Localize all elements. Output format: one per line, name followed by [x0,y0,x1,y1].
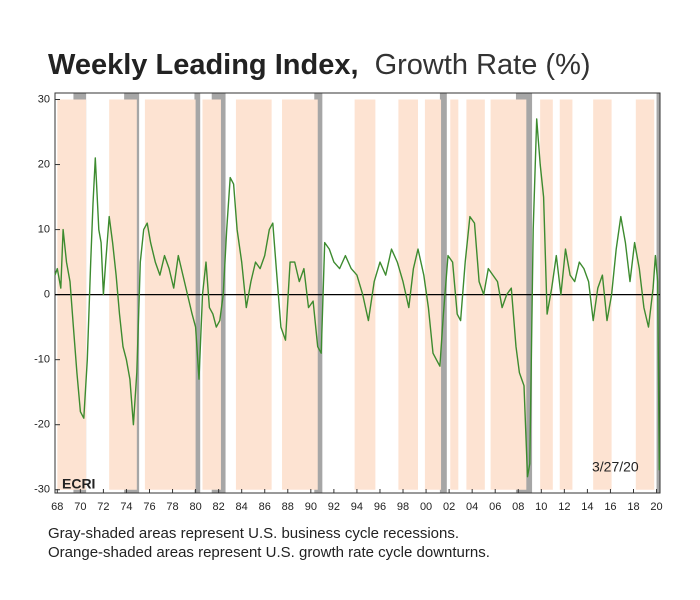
note: Gray-shaded areas represent U.S. busines… [48,525,459,542]
x-tick-label: 76 [143,501,155,513]
x-tick-label: 14 [581,501,593,513]
logo: ECRI [62,476,95,492]
x-tick-label: 18 [627,501,639,513]
y-tick-label: 0 [44,289,50,301]
y-tick-label: -30 [34,484,50,496]
annotation: 3/27/20 [592,459,639,475]
x-tick-label: 80 [189,501,201,513]
x-tick-label: 00 [420,501,432,513]
x-tick-label: 78 [166,501,178,513]
y-tick-label: -10 [34,354,50,366]
index-line [54,118,660,478]
x-tick-label: 74 [120,501,132,513]
x-tick-label: 06 [489,501,501,513]
x-tick-label: 68 [51,501,63,513]
recession-band [194,93,201,493]
note: Orange-shaded areas represent U.S. growt… [48,544,490,561]
x-tick-label: 98 [397,501,409,513]
recession-band [439,93,447,493]
y-tick-label: 30 [38,93,50,105]
x-tick-label: 20 [650,501,662,513]
x-tick-label: 16 [604,501,616,513]
x-tick-label: 04 [466,501,478,513]
x-tick-label: 10 [535,501,547,513]
x-tick-label: 72 [97,501,109,513]
y-tick-label: -20 [34,419,50,431]
x-tick-label: 94 [351,501,363,513]
y-tick-label: 20 [38,158,50,170]
x-tick-label: 90 [305,501,317,513]
plot-frame [54,92,661,494]
x-tick-label: 86 [259,501,271,513]
chart-title: Weekly Leading Index, [48,49,359,81]
chart-subtitle: Growth Rate (%) [375,49,591,81]
x-tick-label: 96 [374,501,386,513]
recession-band [314,93,323,493]
x-tick-label: 82 [213,501,225,513]
x-tick-label: 70 [74,501,86,513]
x-tick-label: 84 [236,501,248,513]
x-tick-label: 88 [282,501,294,513]
x-tick-label: 92 [328,501,340,513]
x-tick-label: 02 [443,501,455,513]
title-line: Weekly Leading Index, Growth Rate (%) [48,49,591,81]
x-tick-label: 12 [558,501,570,513]
x-tick-label: 08 [512,501,524,513]
y-tick-label: 10 [38,223,50,235]
